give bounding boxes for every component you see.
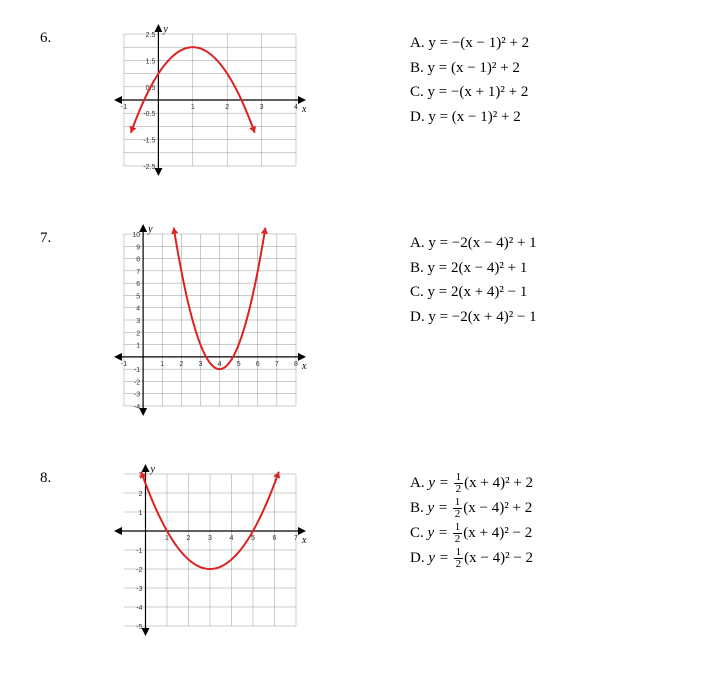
- svg-text:5: 5: [251, 535, 255, 542]
- option-A: A. y = −2(x − 4)² + 1: [410, 232, 537, 255]
- svg-text:3: 3: [198, 361, 202, 368]
- svg-text:2: 2: [136, 330, 140, 337]
- option-C: C. y = 2(x + 4)² − 1: [410, 281, 537, 304]
- options-7: A. y = −2(x − 4)² + 1 B. y = 2(x − 4)² +…: [410, 220, 537, 330]
- svg-text:x: x: [301, 535, 307, 546]
- options-8: A. y = 12(x + 4)² + 2B. y = 12(x − 4)² +…: [410, 460, 533, 572]
- svg-text:2: 2: [225, 104, 229, 111]
- svg-text:8: 8: [136, 257, 140, 264]
- svg-text:8: 8: [294, 361, 298, 368]
- svg-text:9: 9: [136, 244, 140, 251]
- graph-6: xy-11234-2.5-1.5-0.50.51.52.5: [110, 20, 330, 180]
- svg-text:2: 2: [179, 361, 183, 368]
- svg-text:3: 3: [260, 104, 264, 111]
- svg-text:-4: -4: [134, 404, 140, 411]
- svg-text:-2: -2: [134, 379, 140, 386]
- option-A: A. y = −(x − 1)² + 2: [410, 32, 529, 55]
- svg-text:-3: -3: [136, 586, 142, 593]
- svg-text:1: 1: [139, 510, 143, 517]
- svg-text:-4: -4: [136, 605, 142, 612]
- svg-text:4: 4: [218, 361, 222, 368]
- svg-text:1.5: 1.5: [146, 58, 156, 65]
- svg-text:4: 4: [230, 535, 234, 542]
- option-D: D. y = −2(x + 4)² − 1: [410, 306, 537, 329]
- svg-text:1: 1: [136, 343, 140, 350]
- svg-text:y: y: [147, 224, 153, 235]
- svg-text:-2: -2: [136, 567, 142, 574]
- svg-text:5: 5: [237, 361, 241, 368]
- svg-text:3: 3: [208, 535, 212, 542]
- svg-text:3: 3: [136, 318, 140, 325]
- option-D: D. y = 12(x − 4)² − 2: [410, 547, 533, 570]
- svg-text:2: 2: [187, 535, 191, 542]
- problem-8: 8. xy1234567-5-4-3-2-1123 A. y = 12(x + …: [40, 460, 672, 640]
- option-B: B. y = 2(x − 4)² + 1: [410, 257, 537, 280]
- svg-text:1: 1: [191, 104, 195, 111]
- svg-text:-1: -1: [136, 548, 142, 555]
- svg-text:y: y: [162, 24, 168, 35]
- svg-text:-1: -1: [121, 104, 127, 111]
- svg-text:6: 6: [273, 535, 277, 542]
- option-C: C. y = −(x + 1)² + 2: [410, 81, 529, 104]
- option-D: D. y = (x − 1)² + 2: [410, 106, 529, 129]
- svg-text:-1.5: -1.5: [143, 138, 155, 145]
- svg-text:7: 7: [136, 269, 140, 276]
- svg-text:1: 1: [160, 361, 164, 368]
- svg-text:-5: -5: [136, 624, 142, 631]
- svg-text:2.5: 2.5: [146, 32, 156, 39]
- option-B: B. y = (x − 1)² + 2: [410, 57, 529, 80]
- graph-8: xy1234567-5-4-3-2-1123: [110, 460, 330, 640]
- option-B: B. y = 12(x − 4)² + 2: [410, 497, 533, 520]
- svg-text:10: 10: [132, 232, 140, 239]
- option-C: C. y = 12(x + 4)² − 2: [410, 522, 533, 545]
- svg-text:-2.5: -2.5: [143, 164, 155, 171]
- problem-number: 6.: [40, 20, 110, 47]
- svg-text:5: 5: [136, 293, 140, 300]
- option-A: A. y = 12(x + 4)² + 2: [410, 472, 533, 495]
- svg-text:-1: -1: [121, 361, 127, 368]
- svg-text:-0.5: -0.5: [143, 111, 155, 118]
- svg-text:6: 6: [136, 281, 140, 288]
- svg-text:4: 4: [136, 306, 140, 313]
- svg-text:-1: -1: [134, 367, 140, 374]
- options-6: A. y = −(x − 1)² + 2 B. y = (x − 1)² + 2…: [410, 20, 529, 130]
- graph-7: x y -1 1 2 3 4 5 6 7 8 -4 -3 -2 -1 1 2 3 4 5 6 7 8 9 10: [110, 220, 330, 420]
- svg-text:x: x: [301, 361, 307, 372]
- svg-text:2: 2: [139, 491, 143, 498]
- problem-7: 7. x y -1 1 2 3 4 5 6 7 8 -4 -3 -2 -1 1 2 3 4 5 6 7 8 9 10 A. y …: [40, 220, 672, 420]
- svg-text:y: y: [150, 464, 156, 475]
- problem-number: 7.: [40, 220, 110, 247]
- problem-number: 8.: [40, 460, 110, 487]
- svg-text:4: 4: [294, 104, 298, 111]
- svg-text:7: 7: [275, 361, 279, 368]
- svg-text:1: 1: [165, 535, 169, 542]
- svg-text:6: 6: [256, 361, 260, 368]
- svg-text:7: 7: [294, 535, 298, 542]
- svg-text:x: x: [301, 104, 307, 115]
- svg-text:-3: -3: [134, 392, 140, 399]
- problem-6: 6. xy-11234-2.5-1.5-0.50.51.52.5 A. y = …: [40, 20, 672, 180]
